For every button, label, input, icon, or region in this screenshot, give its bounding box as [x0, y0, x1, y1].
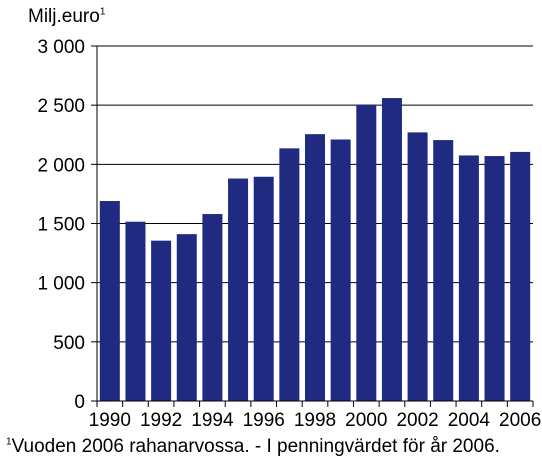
bar-2004 [458, 155, 479, 401]
bar-1998 [304, 134, 326, 402]
y-tick-label: 2 500 [37, 96, 85, 117]
x-tick-label: 2002 [396, 410, 438, 430]
y-tick-label: 2 000 [37, 155, 85, 176]
bar-1994 [202, 214, 223, 401]
y-tick-label: 500 [53, 333, 85, 354]
x-axis-tick-labels: 1990 1992 1994 1996 1998 2000 2002 2004 2006 [89, 401, 541, 430]
bar-2006 [510, 151, 531, 401]
bar-2001 [381, 98, 402, 402]
x-tick-label: 1998 [294, 410, 336, 430]
x-tick-label: 1996 [243, 410, 285, 430]
x-tick-label: 2006 [499, 410, 541, 430]
y-axis-ticks: 0 500 1 000 1 500 2 000 2 500 3 000 [37, 37, 97, 413]
bar-1996 [253, 176, 274, 401]
unit-footnote-mark: 1 [99, 6, 106, 18]
bar-2005 [484, 156, 505, 401]
footnote-mark: 1 [6, 436, 12, 448]
x-tick-label: 1994 [191, 410, 234, 430]
bars [99, 98, 531, 402]
bar-1993 [176, 234, 197, 401]
bar-2000 [356, 104, 377, 401]
x-tick-label: 1990 [89, 410, 131, 430]
bar-1999 [330, 139, 351, 401]
footnote: 1Vuoden 2006 rahanarvossa. - I penningvä… [6, 436, 500, 458]
y-axis-unit-label: Milj.euro1 [28, 6, 106, 27]
bar-2002 [407, 132, 428, 401]
x-tick-label: 2004 [448, 410, 491, 430]
x-tick-label: 1992 [140, 410, 182, 430]
bar-1991 [125, 221, 146, 401]
bar-1990 [99, 201, 120, 401]
bar-1997 [279, 148, 300, 401]
bar-1992 [151, 240, 172, 401]
y-tick-label: 1 500 [37, 215, 85, 236]
footnote-text: Vuoden 2006 rahanarvossa. - I penningvär… [11, 436, 500, 457]
y-tick-label: 3 000 [37, 37, 85, 58]
y-tick-label: 0 [74, 392, 85, 413]
bar-1995 [228, 178, 249, 401]
x-tick-label: 2000 [345, 410, 387, 430]
bar-2003 [433, 140, 454, 401]
y-tick-label: 1 000 [37, 274, 85, 295]
